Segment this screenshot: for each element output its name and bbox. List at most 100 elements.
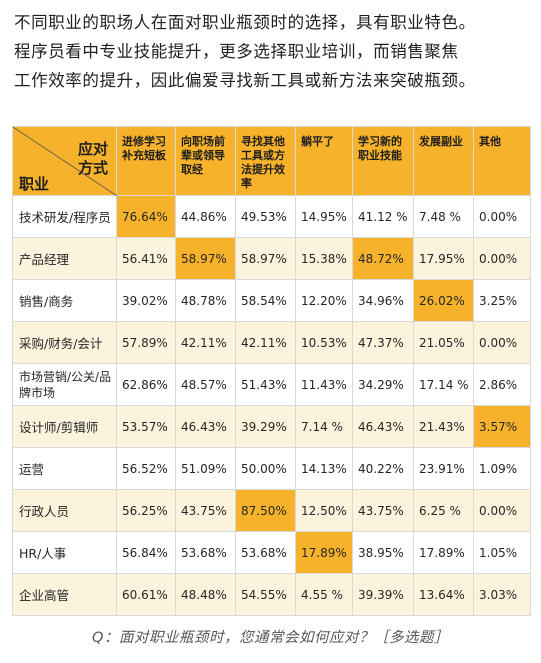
table-cell: 14.13% [295,447,353,490]
row-label: 采购/财务/会计 [12,321,117,364]
table-cell: 56.41% [116,237,176,280]
table-cell: 2.86% [473,363,531,406]
table-row: 产品经理 56.41% 58.97% 58.97% 15.38% 48.72% … [12,237,531,280]
table-cell: 40.22% [352,447,414,490]
table-cell: 46.43% [175,405,236,448]
table-cell: 48.72% [352,237,414,280]
table-cell: 0.00% [473,489,531,532]
header-row: 应对 方式 职业 进修学习 补充短板 向职场前 辈或领导 取经 寻找其他 工具或方 法提升… [12,126,531,196]
table-row: 销售/商务 39.02% 48.78% 58.54% 12.20% 34.96%… [12,279,531,322]
table-cell: 57.89% [116,321,176,364]
row-label: 技术研发/程序员 [12,195,117,238]
table-cell: 58.54% [235,279,296,322]
table-cell: 53.68% [175,531,236,574]
intro-line: 工作效率的提升，因此偏爱寻找新工具或新方法来突破瓶颈。 [14,71,476,90]
col-header: 发展副业 [413,126,474,196]
table-cell: 3.57% [473,405,531,448]
table-cell: 43.75% [175,489,236,532]
table-cell: 1.09% [473,447,531,490]
table-cell: 34.96% [352,279,414,322]
table-row: 企业高管 60.61% 48.48% 54.55% 4.55 % 39.39% … [12,573,531,616]
col-header: 向职场前 辈或领导 取经 [175,126,236,196]
table-cell: 44.86% [175,195,236,238]
table-cell: 15.38% [295,237,353,280]
survey-question: Q：面对职业瓶颈时，您通常会如何应对？［多选题］ [92,630,449,646]
row-label: 销售/商务 [12,279,117,322]
table-cell: 13.64% [413,573,474,616]
table-cell: 1.05% [473,531,531,574]
row-label: 运营 [12,447,117,490]
table-cell: 26.02% [413,279,474,322]
table-cell: 48.57% [175,363,236,406]
table-row: 技术研发/程序员 76.64% 44.86% 49.53% 14.95% 41.… [12,195,531,238]
table-cell: 53.57% [116,405,176,448]
col-header: 进修学习 补充短板 [116,126,176,196]
intro-line: 不同职业的职场人在面对职业瓶颈时的选择，具有职业特色。 [14,13,476,32]
career-bottleneck-table: 应对 方式 职业 进修学习 补充短板 向职场前 辈或领导 取经 寻找其他 工具或方 法提升… [12,126,531,616]
col-header: 寻找其他 工具或方 法提升效率 [235,126,296,196]
table-cell: 49.53% [235,195,296,238]
col-header: 躺平了 [295,126,353,196]
table-cell: 60.61% [116,573,176,616]
table-row: HR/人事 56.84% 53.68% 53.68% 17.89% 38.95%… [12,531,531,574]
table-cell: 7.48 % [413,195,474,238]
corner-header: 应对 方式 职业 [12,126,117,196]
table-cell: 58.97% [235,237,296,280]
table-cell: 17.95% [413,237,474,280]
table-cell: 50.00% [235,447,296,490]
table-cell: 12.50% [295,489,353,532]
table-cell: 11.43% [295,363,353,406]
table-cell: 34.29% [352,363,414,406]
table-row: 市场营销/公关/品牌市场 62.86% 48.57% 51.43% 11.43%… [12,363,531,406]
table-cell: 12.20% [295,279,353,322]
table-cell: 0.00% [473,321,531,364]
table-cell: 47.37% [352,321,414,364]
table-cell: 48.78% [175,279,236,322]
table-cell: 51.09% [175,447,236,490]
table-cell: 87.50% [235,489,296,532]
table-cell: 14.95% [295,195,353,238]
table-cell: 42.11% [235,321,296,364]
intro-paragraph: 不同职业的职场人在面对职业瓶颈时的选择，具有职业特色。 程序员看中专业技能提升，… [14,8,530,95]
table-cell: 17.89% [413,531,474,574]
table-cell: 23.91% [413,447,474,490]
table-row: 采购/财务/会计 57.89% 42.11% 42.11% 10.53% 47.… [12,321,531,364]
table-cell: 7.14 % [295,405,353,448]
table-cell: 0.00% [473,237,531,280]
row-label: 产品经理 [12,237,117,280]
table-cell: 39.39% [352,573,414,616]
row-label: 行政人员 [12,489,117,532]
row-label: 市场营销/公关/品牌市场 [12,363,117,406]
table-cell: 48.48% [175,573,236,616]
corner-bottom-label: 职业 [19,175,50,193]
row-label: HR/人事 [12,531,117,574]
table-cell: 21.05% [413,321,474,364]
table-row: 行政人员 56.25% 43.75% 87.50% 12.50% 43.75% … [12,489,531,532]
table-cell: 76.64% [116,195,176,238]
table-cell: 41.12 % [352,195,414,238]
table-cell: 38.95% [352,531,414,574]
table-cell: 4.55 % [295,573,353,616]
table-cell: 54.55% [235,573,296,616]
diagonal-line [13,127,117,196]
table-cell: 43.75% [352,489,414,532]
table-cell: 56.52% [116,447,176,490]
table-row: 设计师/剪辑师 53.57% 46.43% 39.29% 7.14 % 46.4… [12,405,531,448]
table-cell: 42.11% [175,321,236,364]
row-label: 设计师/剪辑师 [12,405,117,448]
col-header: 学习新的 职业技能 [352,126,414,196]
table-cell: 62.86% [116,363,176,406]
table-cell: 58.97% [175,237,236,280]
table-cell: 17.89% [295,531,353,574]
corner-top-label: 应对 方式 [77,140,108,177]
table-cell: 21.43% [413,405,474,448]
table-cell: 39.29% [235,405,296,448]
table-cell: 17.14 % [413,363,474,406]
table-cell: 0.00% [473,195,531,238]
table-cell: 46.43% [352,405,414,448]
table-cell: 56.25% [116,489,176,532]
table-cell: 3.25% [473,279,531,322]
table-cell: 3.03% [473,573,531,616]
table-cell: 39.02% [116,279,176,322]
table-cell: 10.53% [295,321,353,364]
